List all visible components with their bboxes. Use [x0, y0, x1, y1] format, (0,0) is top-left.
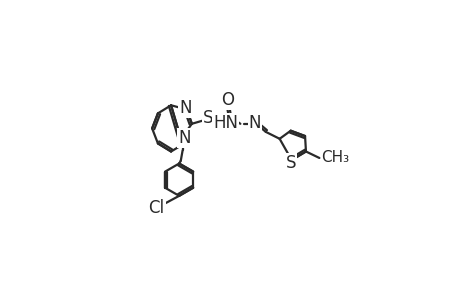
Text: N: N: [179, 99, 191, 117]
Text: O: O: [221, 91, 234, 109]
Text: HN: HN: [213, 114, 238, 132]
Text: S: S: [203, 110, 213, 128]
Text: N: N: [248, 114, 261, 132]
Text: N: N: [178, 129, 190, 147]
Text: CH₃: CH₃: [320, 151, 348, 166]
Text: Cl: Cl: [148, 199, 164, 217]
Text: S: S: [285, 154, 296, 172]
